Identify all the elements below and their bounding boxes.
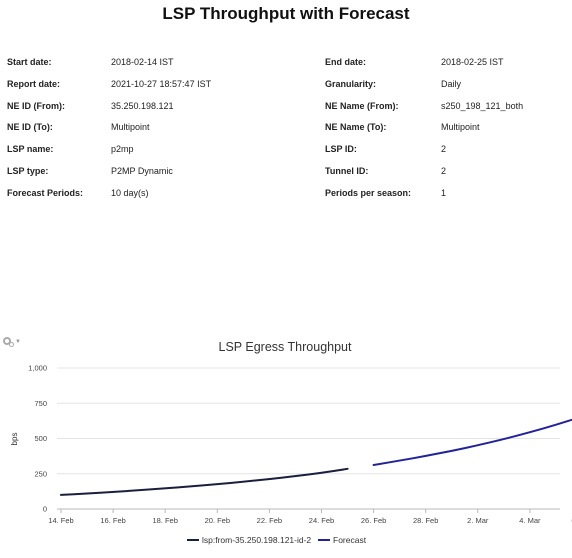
meta-label-left-1: Report date: [7, 78, 61, 89]
meta-label-right-5: Tunnel ID: [325, 166, 369, 176]
meta-label-left-2: NE ID (From): [7, 100, 65, 111]
x-tick-label-0: 14. Feb [48, 516, 73, 525]
meta-label-left-0: Start date: [7, 57, 52, 67]
grid-lines [57, 367, 560, 510]
meta-label-left-4: LSP name: [7, 144, 54, 155]
meta-value-right-2: s250_198_121_both [441, 100, 524, 111]
meta-value-left-4: p2mp [111, 144, 134, 155]
x-tick-label-1: 16. Feb [100, 516, 125, 525]
meta-label-right-4: LSP ID: [325, 144, 357, 155]
meta-value-left-1: 2021-10-27 18:57:47 IST [111, 78, 212, 89]
meta-value-right-6: 1 [441, 187, 447, 198]
meta-value-right-3: Multipoint [441, 122, 480, 133]
series-0-point-4 [164, 487, 166, 489]
series-lines [60, 418, 572, 496]
meta-label-right-3: NE Name (To): [325, 122, 387, 133]
series-1-point-1 [399, 460, 401, 462]
chart-title: LSP Egress Throughput [219, 340, 352, 354]
series-0-point-5 [190, 485, 192, 487]
meta-value-right-1: Daily [441, 78, 462, 89]
series-1-point-4 [477, 444, 479, 446]
y-axis-label: bps [10, 433, 19, 446]
meta-value-left-5: P2MP Dynamic [111, 166, 173, 176]
legend-label-0: lsp:from-35.250.198.121-id-2 [202, 535, 311, 545]
series-1-point-3 [451, 450, 453, 452]
x-axis-ticks: 14. Feb 16. Feb 18. Feb 20. Feb 22. Feb 24. F… [48, 509, 572, 525]
series-0-point-7 [242, 481, 244, 483]
x-tick-label-7: 28. Feb [413, 516, 438, 525]
x-tick-label-6: 26. Feb [361, 516, 386, 525]
x-tick-label-8: 2. Mar [467, 516, 489, 525]
y-tick-label-0: 0 [43, 505, 47, 514]
y-tick-label-4: 1,000 [28, 364, 47, 373]
series-line-1 [372, 418, 572, 466]
series-0-point-9 [294, 475, 297, 477]
meta-label-right-2: NE Name (From): [325, 100, 399, 111]
x-tick-label-3: 20. Feb [205, 516, 230, 525]
meta-label-right-6: Periods per season: [325, 187, 412, 198]
gear-small-icon [9, 342, 14, 347]
y-tick-label-3: 750 [34, 399, 47, 408]
meta-value-left-6: 10 day(s) [111, 187, 149, 198]
series-0-point-8 [268, 478, 270, 480]
x-tick-label-9: 4. Mar [519, 516, 541, 525]
meta-value-right-4: 2 [441, 144, 447, 155]
report-title: LSP Throughput with Forecast [162, 4, 410, 23]
series-1-point-5 [503, 438, 505, 440]
chart-options-button[interactable]: ▼ [3, 337, 21, 348]
series-0-point-6 [216, 483, 218, 485]
series-0-point-2 [112, 491, 114, 493]
meta-label-left-6: Forecast Periods: [7, 187, 84, 198]
chevron-down-icon: ▼ [15, 339, 21, 345]
meta-value-left-2: 35.250.198.121 [111, 100, 174, 111]
series-0-point-3 [138, 489, 140, 491]
series-0-point-11 [347, 468, 349, 470]
series-1-point-7 [555, 424, 557, 426]
meta-label-left-5: LSP type: [7, 166, 49, 176]
y-tick-label-1: 250 [34, 469, 47, 478]
series-1-point-2 [425, 455, 427, 457]
x-tick-label-4: 22. Feb [257, 516, 282, 525]
meta-label-left-3: NE ID (To): [7, 122, 53, 133]
y-axis-ticks: 0 250 500 750 1,000 [28, 364, 47, 514]
legend-label-1: Forecast [333, 535, 367, 545]
series-1-point-6 [529, 431, 531, 433]
series-0-point-0 [60, 494, 62, 496]
x-tick-label-2: 18. Feb [152, 516, 177, 525]
meta-value-right-5: 2 [441, 166, 447, 176]
series-0-point-10 [320, 472, 323, 474]
series-1-point-0 [373, 464, 375, 466]
y-tick-label-2: 500 [34, 434, 47, 443]
x-tick-label-5: 24. Feb [309, 516, 334, 525]
series-line-0 [60, 467, 349, 496]
meta-value-left-3: Multipoint [111, 122, 150, 133]
meta-label-right-1: Granularity: [325, 78, 377, 89]
meta-value-left-0: 2018-02-14 IST [111, 57, 174, 67]
series-0-point-1 [86, 492, 88, 495]
legend: lsp:from-35.250.198.121-id-2 Forecast [187, 535, 367, 545]
meta-value-right-0: 2018-02-25 IST [441, 57, 504, 67]
meta-label-right-0: End date: [325, 57, 367, 67]
gear-icon [3, 337, 11, 345]
